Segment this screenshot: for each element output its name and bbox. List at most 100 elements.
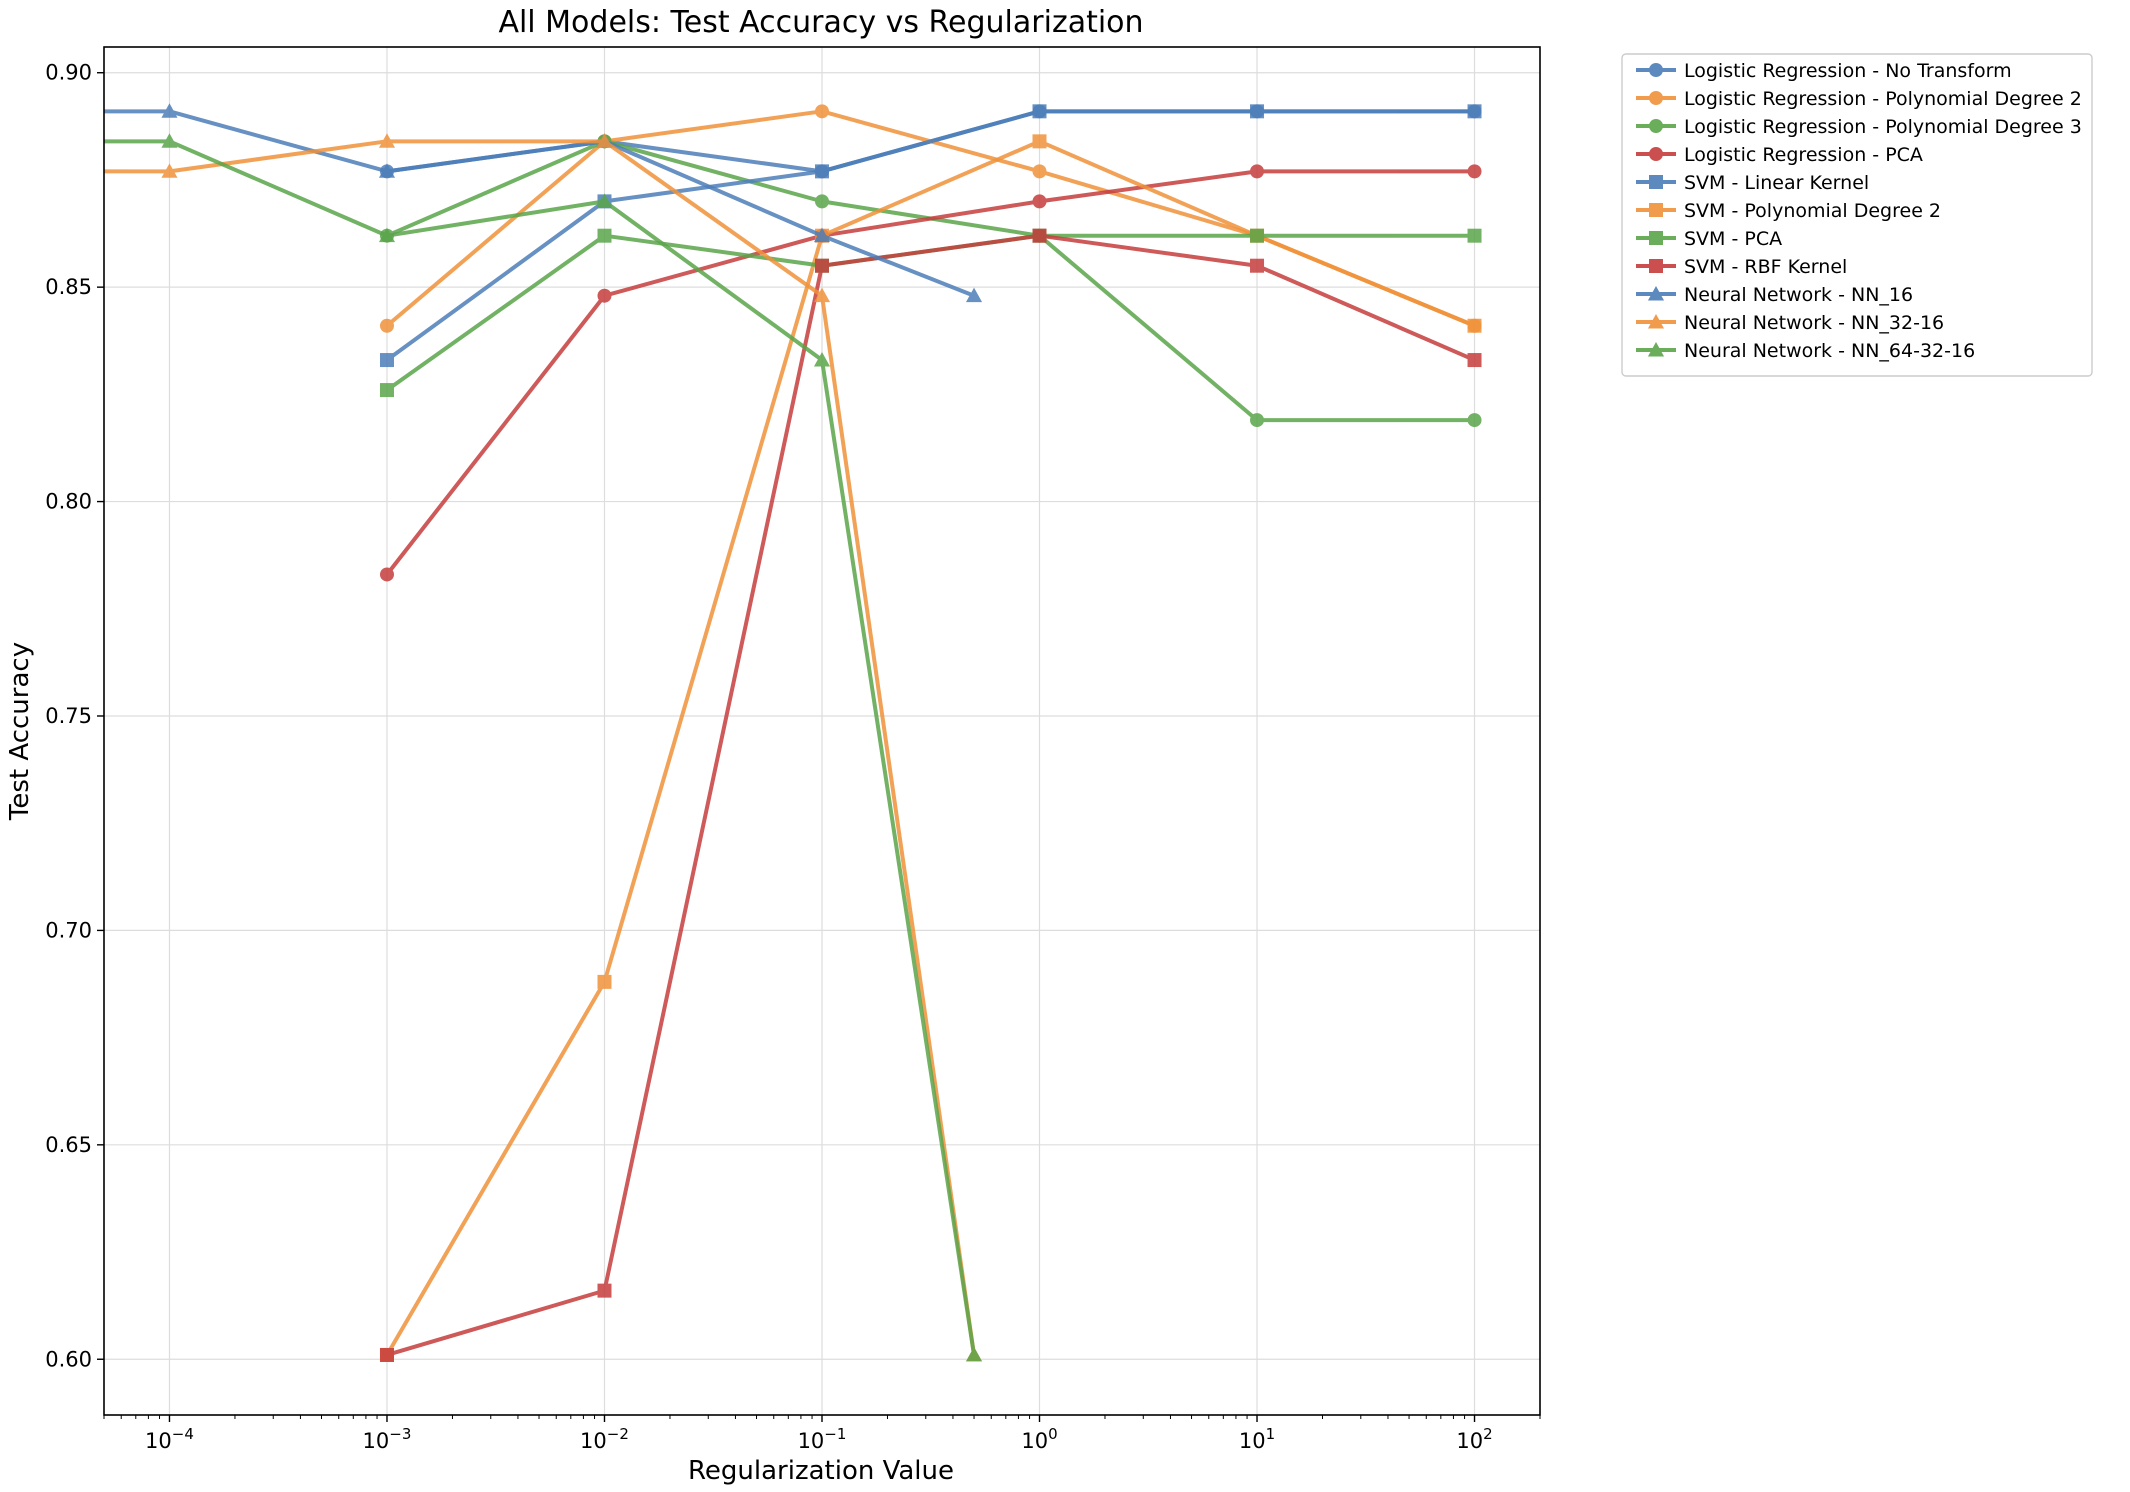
- data-point: [813, 287, 831, 303]
- x-axis: 10−4 10−3 10−2 10−1 100 101 102: [103, 1415, 1541, 1453]
- legend-item: [1636, 231, 1676, 245]
- x-tick-label: 10−3: [363, 1425, 412, 1453]
- legend-label: Neural Network - NN_16: [1684, 284, 1913, 306]
- legend-label: Logistic Regression - PCA: [1684, 144, 1923, 166]
- data-point: [813, 352, 831, 367]
- grid: [104, 47, 1540, 1415]
- legend-item: [1636, 175, 1676, 189]
- legend-marker: [1649, 175, 1663, 189]
- data-point: [379, 353, 394, 368]
- data-point: [1032, 228, 1047, 243]
- legend-marker: [1649, 203, 1663, 217]
- legend-label: Logistic Regression - No Transform: [1684, 60, 2012, 82]
- data-point: [596, 133, 613, 148]
- data-point: [379, 1347, 394, 1362]
- x-axis-label: Regularization Value: [688, 1456, 954, 1486]
- y-axis-label: Test Accuracy: [5, 642, 35, 821]
- legend-label: SVM - Polynomial Degree 2: [1684, 200, 1941, 222]
- data-point: [379, 567, 394, 582]
- x-tick-label: 101: [1239, 1425, 1275, 1453]
- data-point: [597, 228, 612, 243]
- data-point: [1467, 164, 1482, 179]
- data-point: [161, 163, 178, 178]
- legend-label: Logistic Regression - Polynomial Degree …: [1684, 116, 2082, 138]
- legend-marker: [1649, 63, 1663, 77]
- legend-marker: [1649, 91, 1663, 105]
- legend-item: [1636, 259, 1676, 273]
- y-tick-label: 0.85: [45, 275, 92, 299]
- legend-marker: [1647, 341, 1665, 357]
- data-point: [1467, 353, 1482, 368]
- data-point: [1467, 104, 1482, 119]
- y-tick-label: 0.75: [45, 704, 92, 728]
- data-point: [1250, 228, 1265, 243]
- x-tick-label: 10−4: [145, 1425, 194, 1453]
- data-point: [1032, 164, 1047, 179]
- data-point: [1032, 134, 1047, 149]
- data-point: [596, 193, 613, 208]
- series-line: [385, 139, 1476, 1356]
- x-tick-label: 102: [1456, 1425, 1492, 1453]
- x-tick-label: 100: [1021, 1425, 1057, 1453]
- y-tick-label: 0.65: [45, 1133, 92, 1157]
- data-point: [597, 288, 612, 303]
- data-point: [1250, 104, 1265, 119]
- legend-item: [1636, 91, 1676, 105]
- data-point: [597, 974, 612, 989]
- data-point: [1467, 413, 1482, 428]
- legend-marker: [1647, 285, 1665, 301]
- legend-marker: [1649, 231, 1663, 245]
- data-point: [1032, 194, 1047, 209]
- data-point: [1467, 228, 1482, 243]
- data-point: [1250, 258, 1265, 273]
- y-tick-label: 0.70: [45, 918, 92, 942]
- legend-label: Neural Network - NN_64-32-16: [1684, 340, 1975, 362]
- series-line: [385, 109, 1475, 362]
- y-tick-label: 0.60: [45, 1347, 92, 1371]
- data-point: [161, 133, 178, 148]
- legend-item: [1636, 63, 1676, 77]
- series-line: [386, 233, 1476, 1357]
- data-point: [1467, 318, 1482, 333]
- series-line: [104, 139, 977, 1356]
- y-tick-label: 0.80: [45, 490, 92, 514]
- data-point: [378, 163, 396, 178]
- legend-item: [1636, 285, 1676, 301]
- legend-marker: [1649, 119, 1663, 133]
- y-axis: 0.60 0.65 0.70 0.75 0.80 0.85 0.90: [45, 61, 104, 1371]
- data-point: [815, 104, 829, 119]
- series-line: [104, 139, 977, 1356]
- legend-item: [1636, 313, 1676, 329]
- data-point: [378, 133, 396, 148]
- data-point: [813, 227, 831, 243]
- legend-label: SVM - Linear Kernel: [1684, 172, 1869, 194]
- chart-title: All Models: Test Accuracy vs Regularizat…: [498, 5, 1143, 40]
- legend-label: Neural Network - NN_32-16: [1684, 312, 1944, 334]
- series-layer: [104, 103, 1482, 1362]
- series-line: [104, 109, 975, 298]
- legend-marker: [1649, 259, 1663, 273]
- data-point: [379, 318, 394, 333]
- x-tick-label: 10−2: [580, 1425, 629, 1453]
- x-tick-label: 10−1: [798, 1425, 847, 1453]
- legend-item: [1636, 341, 1676, 357]
- data-point: [597, 1283, 612, 1298]
- legend-item: [1636, 119, 1676, 133]
- data-point: [1250, 413, 1265, 428]
- data-point: [815, 164, 829, 179]
- data-point: [378, 227, 396, 243]
- y-tick-label: 0.90: [45, 61, 92, 85]
- legend-item: [1636, 203, 1676, 217]
- series-3: [379, 164, 1482, 582]
- legend-box: [1621, 53, 2093, 377]
- legend-label: Logistic Regression - Polynomial Degree …: [1684, 88, 2082, 110]
- legend-item: [1636, 147, 1676, 161]
- data-point: [965, 1346, 983, 1362]
- data-point: [815, 258, 829, 273]
- legend-marker: [1647, 313, 1665, 329]
- series-line: [385, 169, 1475, 576]
- legend-marker: [1649, 147, 1663, 161]
- data-point: [965, 287, 983, 303]
- data-point: [161, 103, 178, 118]
